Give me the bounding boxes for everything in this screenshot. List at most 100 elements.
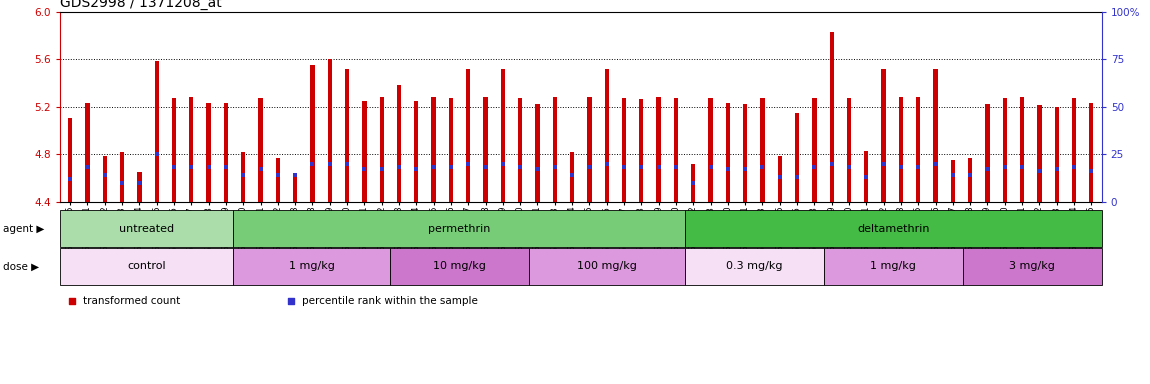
Point (199, 164, 217, 170)
Text: transformed count: transformed count (83, 296, 179, 306)
Text: deltamethrin: deltamethrin (857, 223, 929, 234)
Point (545, 164, 564, 170)
Point (961, 172, 980, 178)
Bar (207, 103, 210, 202)
Point (407, 166, 426, 172)
Bar (588, 97, 591, 202)
Point (857, 174, 875, 180)
Point (736, 166, 754, 172)
Bar (171, 98, 176, 202)
Point (1030, 168, 1049, 174)
Bar (233, 210, 685, 247)
Point (891, 164, 910, 170)
Point (390, 164, 408, 170)
Bar (1037, 105, 1042, 202)
Point (927, 161, 945, 167)
Point (355, 166, 374, 172)
Point (338, 161, 356, 167)
Bar (881, 69, 886, 202)
Point (130, 180, 148, 186)
Bar (276, 158, 281, 202)
Point (684, 180, 703, 186)
Bar (466, 69, 470, 202)
Point (182, 164, 200, 170)
Point (719, 166, 737, 172)
Bar (500, 69, 505, 202)
Bar (483, 97, 488, 202)
Text: untreated: untreated (120, 223, 174, 234)
Bar (570, 152, 574, 202)
Bar (328, 59, 332, 202)
Bar (963, 248, 1102, 285)
Point (269, 172, 288, 178)
Point (61, 176, 79, 182)
Point (493, 161, 512, 167)
Point (235, 172, 253, 178)
Point (164, 164, 183, 170)
Bar (362, 101, 367, 202)
Point (615, 164, 634, 170)
Bar (846, 98, 851, 202)
Point (528, 166, 546, 172)
Bar (102, 156, 107, 202)
Bar (1003, 98, 1007, 202)
Bar (1072, 98, 1076, 202)
Bar (154, 61, 159, 202)
Point (1048, 166, 1066, 172)
Point (667, 164, 685, 170)
Bar (68, 118, 72, 202)
Bar (777, 156, 782, 202)
Point (113, 180, 131, 186)
Point (685, 127, 704, 133)
Point (908, 164, 927, 170)
Text: dose ▶: dose ▶ (3, 261, 39, 271)
Bar (242, 152, 245, 202)
Bar (685, 210, 1102, 247)
Bar (233, 248, 390, 285)
Point (874, 161, 892, 167)
Bar (345, 69, 350, 202)
Text: 1 mg/kg: 1 mg/kg (289, 261, 335, 271)
Bar (60, 210, 233, 247)
Text: 1 mg/kg: 1 mg/kg (871, 261, 917, 271)
Text: control: control (128, 261, 166, 271)
Bar (310, 65, 315, 202)
Bar (639, 99, 644, 202)
Point (979, 166, 997, 172)
Bar (60, 248, 233, 285)
Bar (726, 103, 730, 202)
Point (1065, 164, 1083, 170)
Bar (951, 160, 954, 202)
Point (996, 164, 1014, 170)
Point (944, 172, 963, 178)
Text: 10 mg/kg: 10 mg/kg (432, 261, 485, 271)
Bar (986, 104, 990, 202)
Point (702, 164, 720, 170)
Bar (743, 104, 748, 202)
Point (511, 164, 529, 170)
Point (252, 166, 270, 172)
Bar (414, 101, 419, 202)
Bar (968, 158, 973, 202)
Point (95, 172, 114, 178)
Bar (293, 174, 298, 202)
Point (304, 161, 322, 167)
Point (840, 164, 858, 170)
Bar (137, 172, 141, 202)
Bar (224, 103, 228, 202)
Bar (812, 98, 816, 202)
Bar (1089, 103, 1094, 202)
Bar (823, 248, 963, 285)
Bar (380, 97, 384, 202)
Point (562, 172, 581, 178)
Bar (397, 85, 401, 202)
Point (598, 161, 616, 167)
Point (286, 172, 305, 178)
Point (632, 164, 651, 170)
Bar (899, 97, 903, 202)
Bar (605, 69, 608, 202)
Bar (120, 152, 124, 202)
Bar (189, 97, 193, 202)
Bar (691, 164, 696, 202)
Text: GDS2998 / 1371208_at: GDS2998 / 1371208_at (60, 0, 222, 10)
